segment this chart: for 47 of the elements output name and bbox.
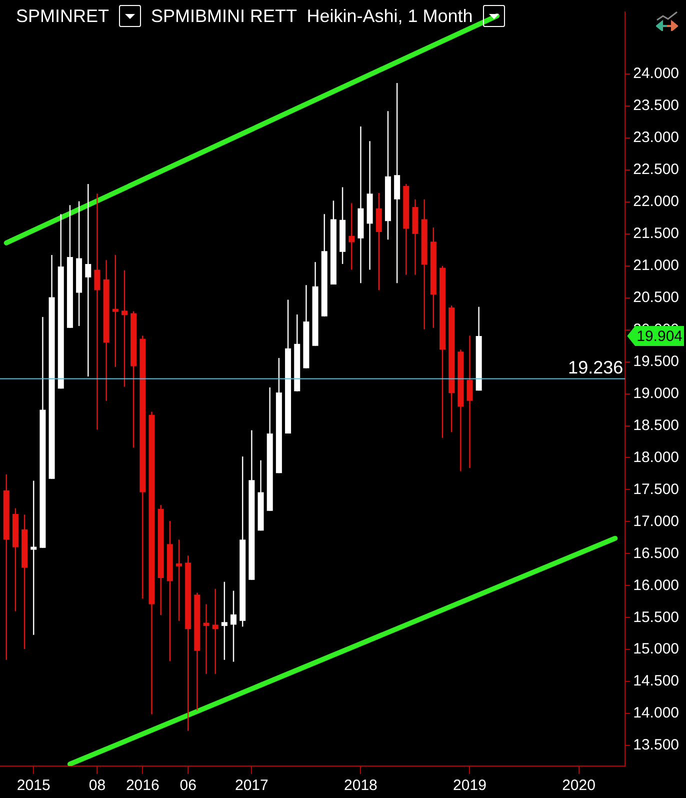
y-tick-label: 13.500 xyxy=(633,736,680,754)
candlestick xyxy=(30,480,37,636)
y-tick-label: 18.000 xyxy=(633,448,680,466)
x-tick-label: 2018 xyxy=(344,777,378,794)
y-tick-label: 21.000 xyxy=(633,257,680,274)
y-tick-label: 24.000 xyxy=(633,65,680,82)
x-tick-label: 2020 xyxy=(562,777,596,794)
y-tick-label: 22.000 xyxy=(633,193,680,210)
candlestick xyxy=(203,604,210,675)
x-tick-label: 2015 xyxy=(16,777,50,794)
chart-title: SPMINRET xyxy=(16,6,110,26)
chart-subtitle: SPMIBMINI RETT Heikin-Ashi, 1 Month xyxy=(151,6,473,26)
y-tick-label: 23.000 xyxy=(633,129,680,146)
candlestick xyxy=(221,581,228,660)
x-tick-label: 2017 xyxy=(234,777,268,794)
y-tick-label: 19.000 xyxy=(633,384,680,402)
y-tick-label: 20.500 xyxy=(633,289,680,306)
candlestick xyxy=(212,588,218,675)
x-tick-label: 2019 xyxy=(453,777,486,794)
x-tick-label: 06 xyxy=(180,777,196,794)
y-tick-label: 18.500 xyxy=(633,416,680,434)
candlestick xyxy=(394,82,400,284)
y-tick-label: 16.000 xyxy=(633,576,680,594)
y-tick-label: 17.000 xyxy=(633,512,680,530)
x-tick-label: 2016 xyxy=(126,777,160,794)
y-tick-label: 21.500 xyxy=(633,225,680,242)
candlestick xyxy=(94,193,100,430)
y-tick-label: 14.500 xyxy=(633,672,680,690)
text: 19.904 xyxy=(636,328,683,346)
x-tick-label: 08 xyxy=(88,777,106,794)
y-tick-label: 19.500 xyxy=(633,352,680,370)
y-tick-label: 17.500 xyxy=(633,480,680,498)
y-tick-label: 23.500 xyxy=(633,97,680,114)
y-tick-label: 16.500 xyxy=(633,544,680,562)
candlestick xyxy=(176,539,182,622)
candlestick xyxy=(348,202,355,270)
candlestick xyxy=(466,335,473,469)
candlestick xyxy=(376,192,382,291)
y-tick-label: 14.000 xyxy=(633,704,680,722)
y-tick-label: 15.500 xyxy=(633,608,680,626)
candlestick xyxy=(112,254,118,368)
y-tick-label: 22.500 xyxy=(633,161,680,178)
candlestick xyxy=(85,183,92,378)
y-tick-label: 15.000 xyxy=(633,640,680,658)
candlestick xyxy=(230,590,237,662)
candlestick xyxy=(121,270,128,388)
ref-line-label: 19.236 xyxy=(568,358,624,378)
